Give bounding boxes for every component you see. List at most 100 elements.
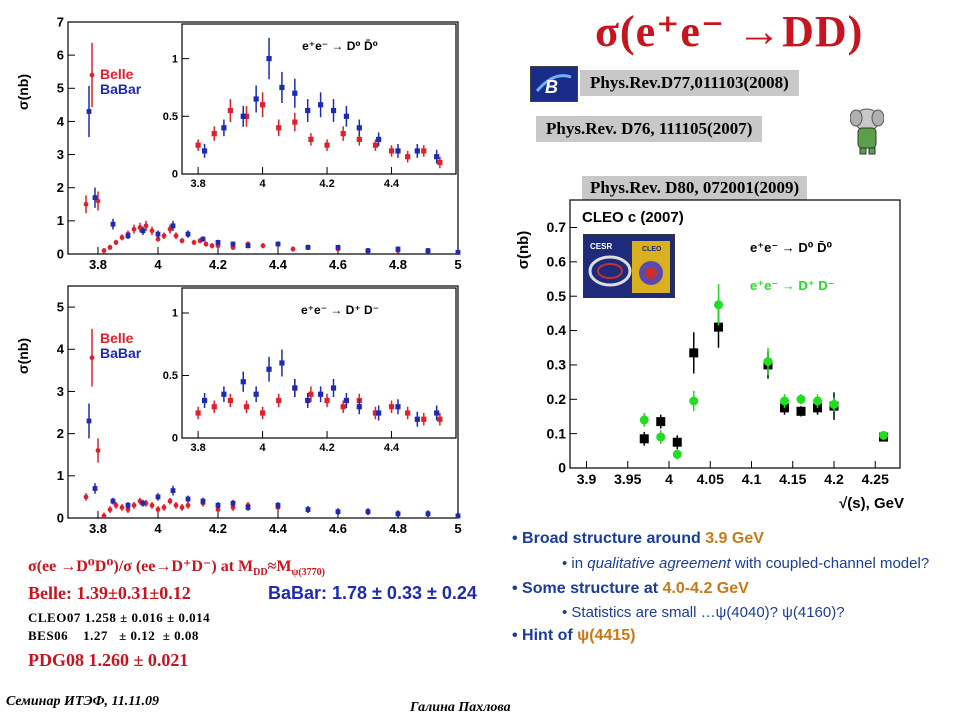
panel1-belle-point <box>209 243 215 249</box>
panel1-inset-babar-point <box>201 148 208 154</box>
cleo-d0-point <box>796 406 806 416</box>
panel1-inset-belle-point <box>195 142 201 148</box>
panel1-inset-babar-point <box>376 136 382 142</box>
bullet-list: • Broad structure around 3.9 GeV • in qu… <box>512 530 952 645</box>
panel2-inset-belle-point <box>259 410 266 416</box>
cleo-ytick-label: 0.1 <box>547 425 567 441</box>
panel1-babar-point <box>455 249 461 255</box>
cleo-dp-point <box>813 396 822 406</box>
panel1-inset-babar-point <box>318 102 324 108</box>
cleo-xtick-label: 4.2 <box>824 471 844 487</box>
panel2-babar-point <box>110 498 116 504</box>
panel2-inset-xtick-label: 4.4 <box>384 442 400 454</box>
panel1-inset-belle-point <box>421 148 427 154</box>
panel2-babar-point <box>155 494 161 500</box>
panel1-xtick-label: 4 <box>154 257 162 272</box>
ratio-sub-psi: ψ(3770) <box>291 567 326 579</box>
svg-text:B: B <box>545 77 558 97</box>
panel2-ytick-label: 5 <box>57 299 64 314</box>
panel2-inset-belle-point <box>227 397 233 404</box>
panel1-belle-point <box>83 201 89 207</box>
panel2-xtick-label: 5 <box>454 521 461 536</box>
panel1-inset-babar-point <box>279 84 285 91</box>
cleo-ytick-label: 0 <box>558 460 566 476</box>
cesr-cleo-logo: CESR CLEO <box>583 234 675 298</box>
panel2-belle-point <box>101 513 107 519</box>
belle-logo-icon: B <box>535 74 572 97</box>
panel2-inset-babar-point <box>240 379 246 385</box>
panel2-belle-point <box>113 502 119 508</box>
panel1-babar-point <box>365 248 371 254</box>
panel2-babar-point <box>215 502 221 508</box>
panel1-babar-point <box>140 228 146 234</box>
panel1-babar-point <box>125 233 131 239</box>
panel1-babar-point <box>215 240 221 245</box>
cleo-dp-point <box>639 415 649 425</box>
panel1-ytick-label: 4 <box>57 114 65 129</box>
bullet-3: • Hint of ψ(4415) <box>512 627 636 644</box>
panel1-ytick-label: 1 <box>57 213 64 228</box>
panel2-inset-babar-point <box>330 385 337 391</box>
svg-text:CESR: CESR <box>590 242 612 251</box>
panel1-inset-ytick-label: 1 <box>172 53 178 65</box>
panel1-ytick-label: 3 <box>57 147 64 162</box>
panel1-belle-point <box>173 233 179 239</box>
cleo-ytick-label: 0.4 <box>547 322 567 338</box>
panel1-inset-belle-point <box>276 125 282 131</box>
cleo-d0-point <box>656 417 666 427</box>
panel1-xtick-label: 4.4 <box>269 257 288 272</box>
panel2-inset-babar-point <box>318 391 324 397</box>
cleo-dp-point <box>780 396 789 406</box>
panel2-belle-point <box>89 355 95 361</box>
panel1-belle-point <box>149 228 155 234</box>
panel1-belle-point <box>131 226 137 232</box>
panel1-xtick-label: 5 <box>454 257 461 272</box>
panel2-belle-point <box>125 507 131 512</box>
panel2-inset-babar-point <box>266 366 272 372</box>
panel2-inset-belle-point <box>308 391 314 397</box>
cleo-ytick-label: 0.5 <box>547 288 567 304</box>
cleo-xlabel: √(s), GeV <box>839 495 904 512</box>
panel1-inset-babar-point <box>434 154 440 160</box>
panel1-xtick-label: 4.2 <box>209 257 227 272</box>
panel2-belle-point <box>161 505 167 510</box>
panel2-inset-belle-point <box>388 404 395 410</box>
panel1-inset-belle-point <box>292 119 298 125</box>
panel1-inset-babar-point <box>305 107 311 114</box>
panel1-inset-ytick-label: 0 <box>172 169 178 181</box>
panel2-babar-point <box>185 496 191 502</box>
panel1-inset-belle-point <box>227 107 233 114</box>
panel2-belle-point <box>83 494 89 500</box>
panel1-ylabel: σ(nb) <box>15 74 31 110</box>
panel1-belle-point <box>101 248 107 254</box>
panel1-belle-point <box>89 72 95 78</box>
panel2-legend-babar: BaBar <box>100 345 142 361</box>
cleo-dp-point <box>689 396 699 406</box>
cesr-cleo-icon: CESR CLEO <box>588 241 670 293</box>
panel1-babar-point <box>86 109 92 114</box>
panel1-belle-point <box>107 244 113 250</box>
panel2-inset-babar-point <box>253 391 259 397</box>
panel1-inset-babar-point <box>240 113 246 119</box>
panel1-babar-point <box>110 221 116 227</box>
panel2-inset-babar-point <box>414 416 420 422</box>
panel2-belle-point <box>149 502 155 508</box>
panel2-inset-babar-point <box>279 360 285 366</box>
panel1-inset-belle-point <box>437 159 443 166</box>
panel1-ytick-label: 2 <box>57 180 64 195</box>
panel2-belle-point <box>215 507 221 512</box>
panel1-babar-point <box>245 243 251 249</box>
panel2-inset-belle-point <box>421 416 427 422</box>
panel1-ytick-label: 5 <box>57 81 64 96</box>
cleo-dp-point <box>763 356 773 366</box>
cleo-legend-d0: e⁺e⁻ → D⁰ D̄⁰ <box>750 240 832 255</box>
cleo-legend-dp: e⁺e⁻ → D⁺ D⁻ <box>750 278 835 293</box>
panel1-belle-point <box>161 233 167 239</box>
bullet-1a: • in qualitative agreement with coupled-… <box>562 555 930 572</box>
panel2-ytick-label: 1 <box>57 468 64 483</box>
panel1-inset-belle-point <box>211 131 217 137</box>
cleo-dp-point <box>796 394 806 404</box>
panel1-inset-belle-point <box>259 102 266 108</box>
panel2-inset-xtick-label: 3.8 <box>190 442 205 454</box>
